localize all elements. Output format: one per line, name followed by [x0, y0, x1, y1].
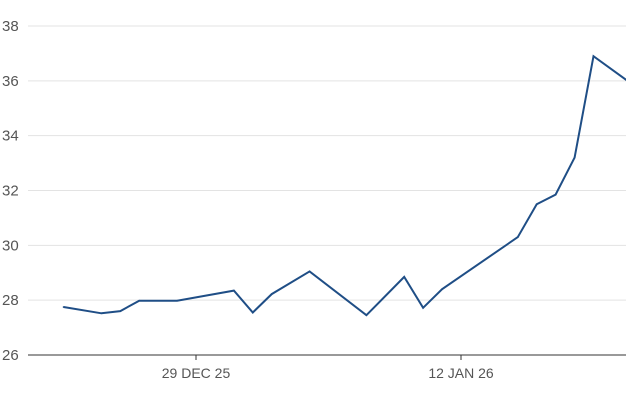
data-point [403, 276, 406, 278]
data-point [554, 193, 557, 196]
y-axis-ticks: 26 28 30 32 34 36 38 [2, 18, 19, 364]
y-tick-label: 36 [2, 73, 19, 90]
x-tick-label: 12 JAN 26 [428, 365, 494, 381]
series-line [63, 54, 626, 317]
data-point [422, 307, 424, 309]
x-axis-ticks: 29 DEC 25 12 JAN 26 [162, 355, 494, 381]
y-tick-label: 30 [2, 237, 19, 254]
data-point [535, 203, 538, 205]
data-point [573, 156, 576, 159]
data-point [100, 312, 103, 315]
series-layer [62, 54, 626, 317]
data-point [138, 299, 140, 302]
data-point [62, 306, 65, 308]
data-point [270, 293, 273, 295]
grid-lines [28, 25, 626, 301]
y-tick-label: 28 [2, 292, 19, 309]
x-tick-label: 29 DEC 25 [162, 365, 231, 381]
data-point [517, 236, 519, 238]
data-point [592, 55, 595, 57]
data-point [119, 310, 122, 312]
data-point [176, 299, 178, 302]
y-tick-label: 32 [2, 183, 19, 200]
data-point [308, 270, 311, 273]
data-point [365, 314, 368, 317]
data-point [252, 311, 254, 314]
y-tick-label: 38 [2, 18, 19, 35]
data-point [233, 289, 235, 292]
data-point [441, 288, 443, 291]
y-tick-label: 26 [2, 347, 19, 364]
y-tick-label: 34 [2, 128, 19, 145]
